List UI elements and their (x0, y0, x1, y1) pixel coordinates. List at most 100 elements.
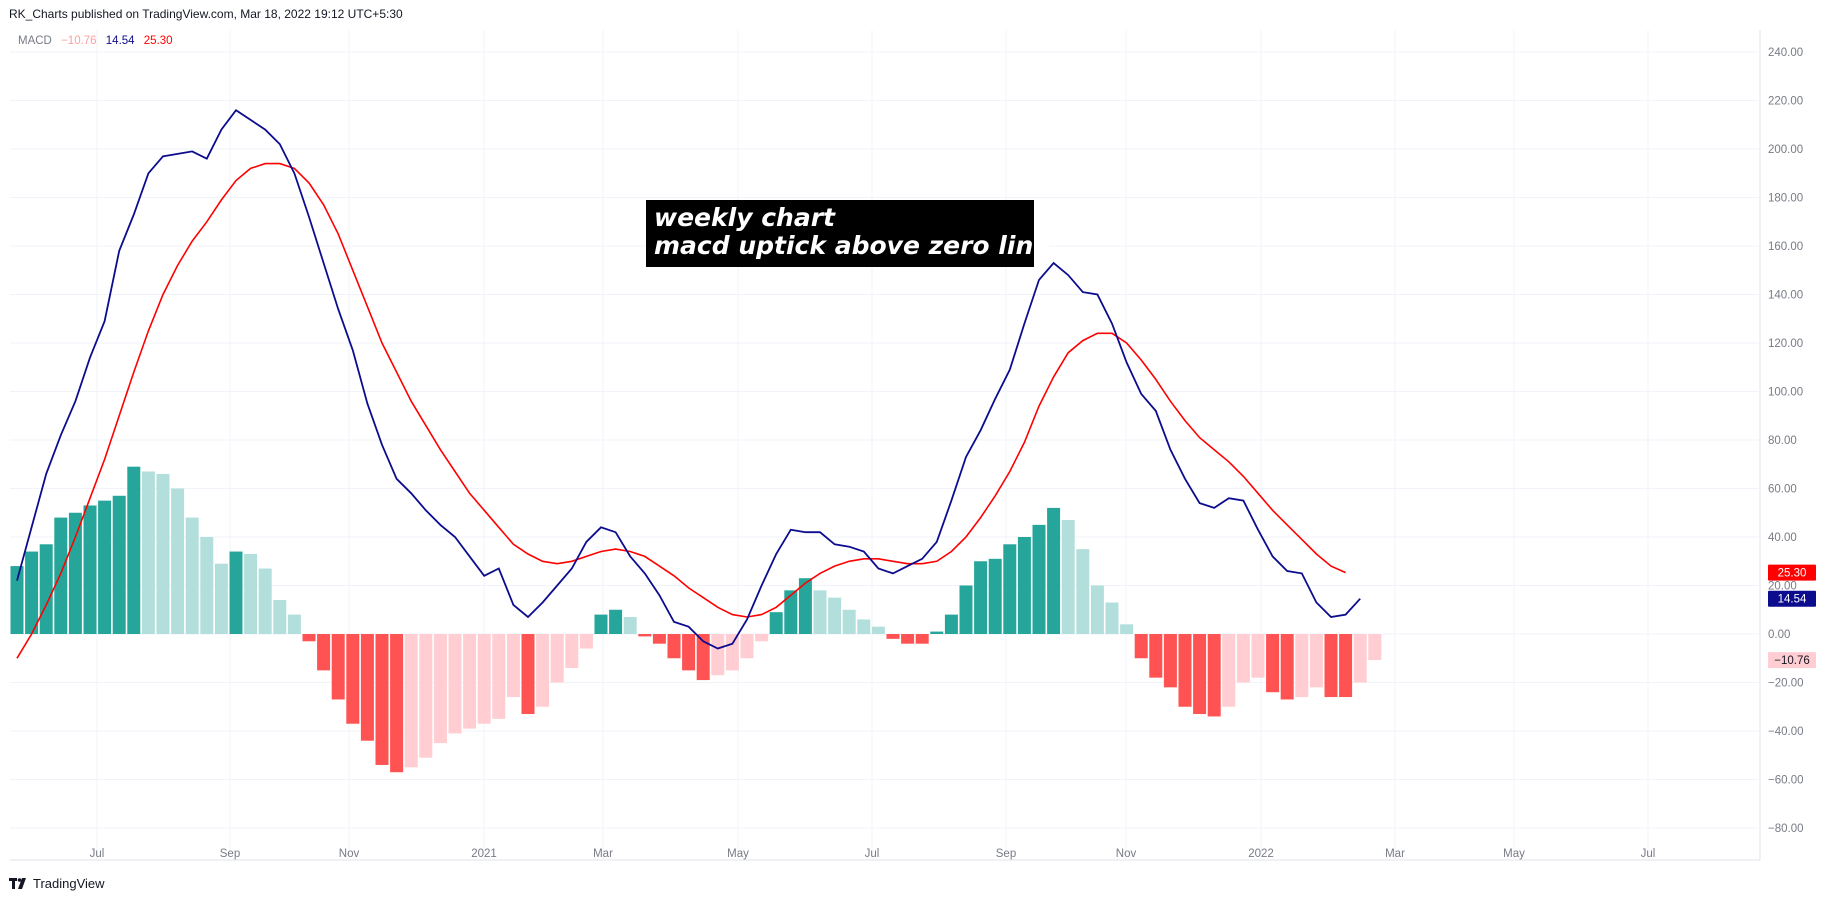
histogram-bar (127, 466, 141, 634)
y-tick-label: 100.00 (1768, 387, 1803, 399)
histogram-bar (711, 634, 725, 676)
histogram-bar (360, 634, 374, 741)
histogram-bar (594, 614, 608, 634)
y-tick-label: 0.00 (1768, 629, 1790, 641)
histogram-bar (521, 634, 535, 715)
y-tick-label: 180.00 (1768, 193, 1803, 205)
histogram-bar (769, 612, 783, 634)
histogram-bar (1047, 507, 1061, 634)
price-label-layer: 25.30 14.54 −10.76 (1768, 564, 1816, 669)
histogram-bar (974, 561, 988, 634)
histogram-bar (550, 634, 564, 683)
histogram-bar (448, 634, 462, 734)
histogram-bar (740, 634, 754, 659)
histogram-bar (1193, 634, 1207, 715)
x-tick-label: May (1503, 848, 1525, 860)
histogram-layer (10, 466, 1382, 773)
grid-layer (10, 30, 1761, 861)
y-tick-label: −40.00 (1768, 726, 1804, 738)
histogram-bar (1236, 634, 1250, 683)
axis-layer: 240.00 220.00 200.00 180.00 160.00 140.00 120.… (90, 47, 1804, 860)
histogram-bar (828, 597, 842, 634)
histogram-bar (1368, 634, 1382, 661)
histogram-bar (944, 614, 958, 634)
x-tick-label: Nov (1116, 848, 1137, 860)
histogram-bar (915, 634, 929, 644)
histogram-bar (346, 634, 360, 724)
histogram-bar (901, 634, 915, 644)
y-tick-label: −60.00 (1768, 775, 1804, 787)
histogram-bar (1353, 634, 1367, 683)
histogram-bar (25, 551, 39, 634)
x-tick-label: Mar (1385, 848, 1405, 860)
histogram-bar (652, 634, 666, 644)
histogram-bar (1266, 634, 1280, 693)
histogram-bar (1090, 585, 1104, 634)
histogram-bar (696, 634, 710, 681)
x-tick-label: Mar (593, 848, 613, 860)
x-tick-label: Nov (339, 848, 360, 860)
histogram-bar (112, 495, 126, 634)
footer-brand[interactable]: TradingView (9, 876, 105, 891)
y-tick-label: 40.00 (1768, 532, 1797, 544)
histogram-bar (506, 634, 520, 698)
histogram-bar (287, 614, 301, 634)
macd-line (16, 108, 1361, 650)
y-tick-label: 200.00 (1768, 144, 1803, 156)
histogram-bar (98, 500, 112, 634)
y-tick-label: −80.00 (1768, 823, 1804, 835)
macd-price-label: 14.54 (1778, 594, 1807, 606)
x-tick-label: Sep (996, 848, 1016, 860)
histogram-bar (1134, 634, 1148, 659)
signal-price-label: 25.30 (1778, 568, 1807, 580)
histogram-bar (39, 544, 53, 634)
indicator-legend: MACD −10.76 14.54 25.30 (18, 35, 179, 47)
histogram-bar (302, 634, 316, 642)
y-tick-label: 160.00 (1768, 241, 1803, 253)
x-tick-label: Jul (90, 848, 105, 860)
histogram-bar (83, 505, 97, 634)
x-tick-label: Jul (1641, 848, 1656, 860)
histogram-bar (477, 634, 491, 724)
histogram-bar (1149, 634, 1163, 678)
histogram-bar (214, 563, 228, 634)
histogram-bar (784, 590, 798, 634)
footer-brand-label: TradingView (33, 876, 105, 891)
histogram-bar (171, 488, 185, 634)
legend-signal-value: 25.30 (143, 35, 173, 47)
histogram-bar (930, 631, 944, 634)
histogram-bar (404, 634, 418, 768)
histogram-bar (988, 558, 1002, 634)
histogram-bar (1339, 634, 1353, 698)
histogram-bar (1309, 634, 1323, 688)
histogram-bar (842, 609, 856, 634)
histogram-bar (1222, 634, 1236, 707)
x-tick-label: Sep (220, 848, 240, 860)
histogram-bar (185, 517, 199, 634)
publisher-line: RK_Charts published on TradingView.com, … (9, 7, 403, 21)
histogram-bar (536, 634, 550, 707)
macd-price-label-bg (1768, 590, 1816, 607)
histogram-bar (1280, 634, 1294, 700)
histogram-bar (258, 568, 272, 634)
histogram-bar (1105, 602, 1119, 634)
histogram-bar (1120, 624, 1134, 634)
legend-title: MACD (18, 35, 52, 47)
histogram-bar (755, 634, 769, 642)
histogram-bar (1207, 634, 1221, 717)
histogram-bar (1061, 520, 1075, 634)
y-tick-label: 120.00 (1768, 338, 1803, 350)
histogram-bar (609, 609, 623, 634)
x-tick-label: 2021 (471, 848, 497, 860)
y-tick-label: −20.00 (1768, 678, 1804, 690)
y-tick-label: 60.00 (1768, 484, 1797, 496)
histogram-bar (813, 590, 827, 634)
histogram-bar (1003, 544, 1017, 634)
histogram-price-label-bg (1768, 652, 1816, 669)
histogram-bar (200, 537, 214, 634)
histogram-bar (10, 566, 24, 634)
histogram-bar (331, 634, 345, 700)
histogram-bar (229, 551, 243, 634)
y-tick-label: 220.00 (1768, 96, 1803, 108)
